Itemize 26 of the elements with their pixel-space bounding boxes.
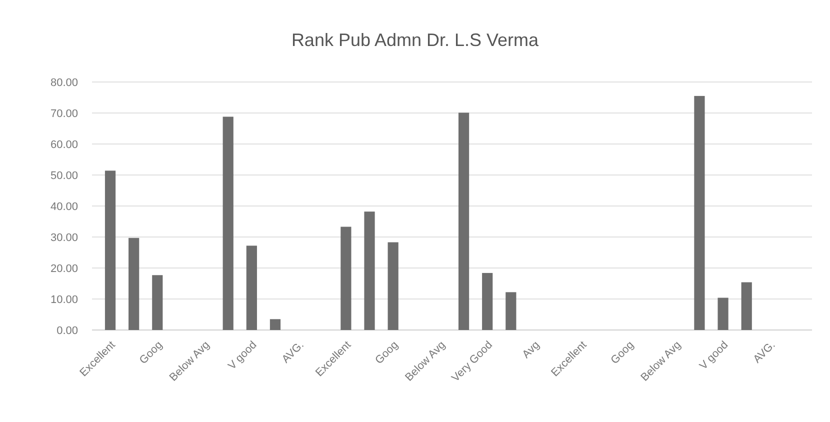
bar bbox=[364, 212, 375, 330]
bar bbox=[152, 275, 163, 330]
bar bbox=[388, 242, 398, 330]
y-tick-label: 70.00 bbox=[50, 108, 78, 120]
bar bbox=[506, 292, 516, 330]
y-tick-label: 30.00 bbox=[50, 232, 78, 244]
bar bbox=[104, 170, 116, 330]
y-tick-label: 10.00 bbox=[50, 294, 78, 306]
y-tick-label: 80.00 bbox=[50, 76, 78, 89]
bar bbox=[222, 116, 234, 330]
bar bbox=[694, 96, 705, 330]
bar bbox=[246, 246, 257, 330]
y-tick-label: 40.00 bbox=[50, 200, 78, 213]
bar bbox=[718, 298, 728, 330]
bar bbox=[340, 226, 352, 330]
bar bbox=[270, 319, 281, 330]
bar bbox=[458, 112, 470, 330]
y-tick-label: 60.00 bbox=[50, 138, 78, 151]
x-tick-label: Avg bbox=[520, 339, 542, 361]
chart-title: Rank Pub Admn Dr. L.S Verma bbox=[291, 30, 540, 50]
y-tick-label: 0.00 bbox=[56, 324, 78, 337]
y-tick-label: 20.00 bbox=[50, 262, 78, 275]
y-tick-label: 50.00 bbox=[50, 170, 78, 182]
bar bbox=[128, 238, 140, 330]
bar bbox=[741, 282, 752, 330]
bar bbox=[482, 272, 493, 330]
